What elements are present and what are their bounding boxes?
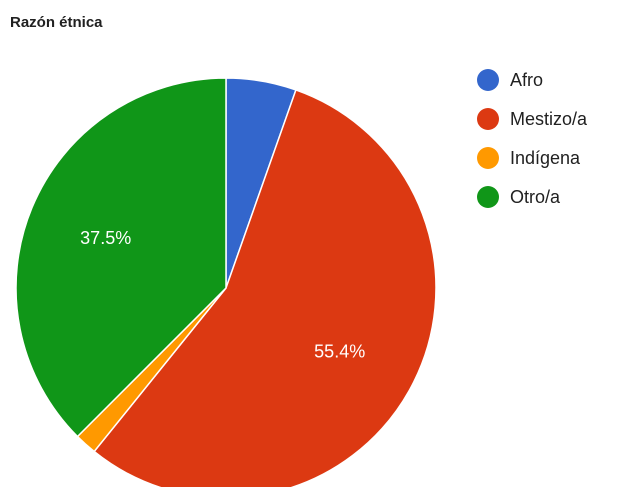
pie-slice-otro-a — [15, 77, 227, 438]
pie-slices — [15, 77, 437, 492]
legend: Afro Mestizo/a Indígena Otro/a — [477, 69, 588, 208]
legend-swatch-afro — [477, 69, 499, 91]
legend-label-indigena: Indígena — [510, 148, 581, 168]
legend-swatch-indigena — [477, 147, 499, 169]
slice-label-otro-a: 37.5% — [80, 228, 131, 248]
pie-slice-mestizo-a — [93, 89, 437, 492]
legend-swatch-mestizo-a — [477, 108, 499, 130]
legend-label-afro: Afro — [510, 70, 543, 90]
pie-slice-labels: 55.4% 37.5% — [80, 228, 365, 361]
legend-swatch-otro-a — [477, 186, 499, 208]
legend-label-mestizo-a: Mestizo/a — [510, 109, 588, 129]
chart-title: Razón étnica — [10, 14, 103, 31]
slice-label-mestizo-a: 55.4% — [314, 341, 365, 361]
legend-label-otro-a: Otro/a — [510, 187, 561, 207]
